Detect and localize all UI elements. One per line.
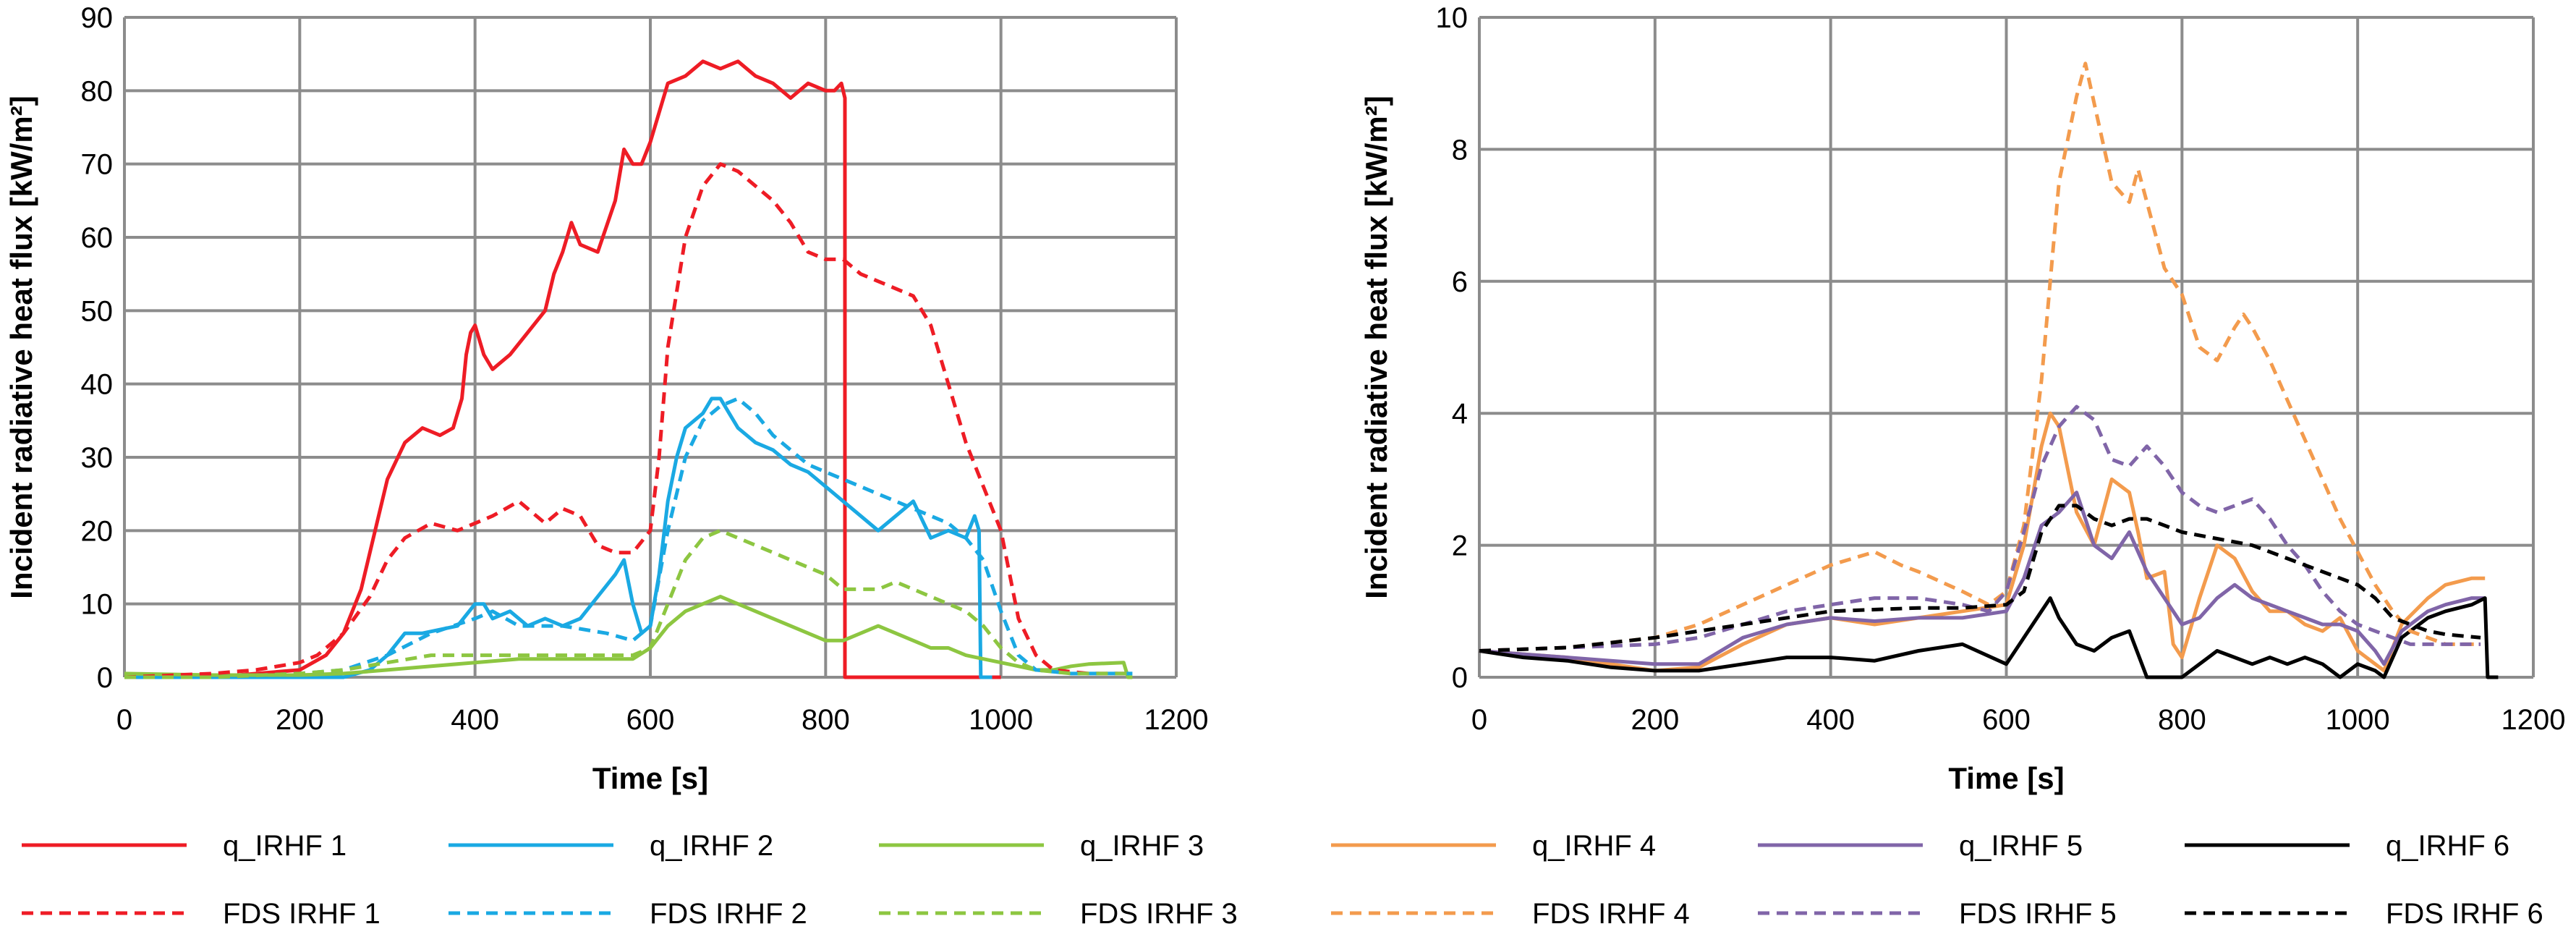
series-line-fds-irhf-1 bbox=[124, 162, 1133, 679]
legend-item: q_IRHF 5 bbox=[1758, 830, 2083, 862]
series-line-q_irhf-6 bbox=[1479, 596, 2499, 679]
series-group bbox=[1479, 62, 2499, 679]
series-line-fds-irhf-2 bbox=[124, 397, 1133, 679]
y-tick-label: 2 bbox=[1452, 530, 1468, 562]
x-tick-label: 1200 bbox=[1144, 704, 1209, 736]
legend-label: q_IRHF 6 bbox=[2386, 830, 2509, 862]
y-tick-label: 6 bbox=[1452, 266, 1468, 298]
legend-label: FDS IRHF 2 bbox=[650, 898, 807, 930]
legend-item: q_IRHF 4 bbox=[1331, 830, 1656, 862]
series-line-fds-irhf-4 bbox=[1479, 62, 2481, 653]
x-tick-label: 1000 bbox=[969, 704, 1033, 736]
grid bbox=[1478, 16, 2535, 679]
legend-label: FDS IRHF 3 bbox=[1080, 898, 1238, 930]
y-axis-title: Incident radiative heat flux [kW/m²] bbox=[1359, 96, 1393, 598]
y-tick-label: 10 bbox=[1436, 2, 1468, 34]
legend-item: FDS IRHF 4 bbox=[1331, 898, 1690, 930]
y-tick-label: 10 bbox=[81, 589, 114, 621]
legend-label: q_IRHF 3 bbox=[1080, 830, 1204, 862]
legend-label: FDS IRHF 6 bbox=[2386, 898, 2543, 930]
x-tick-label: 400 bbox=[451, 704, 499, 736]
legend-item: FDS IRHF 2 bbox=[449, 898, 807, 930]
y-tick-label: 40 bbox=[81, 369, 114, 401]
x-tick-label: 200 bbox=[276, 704, 324, 736]
y-tick-label: 8 bbox=[1452, 134, 1468, 166]
x-tick-label: 400 bbox=[1806, 704, 1855, 736]
legend-label: FDS IRHF 4 bbox=[1532, 898, 1690, 930]
legend-item: FDS IRHF 1 bbox=[22, 898, 381, 930]
x-tick-label: 600 bbox=[1982, 704, 2031, 736]
series-line-q_irhf-1 bbox=[124, 59, 1001, 679]
legend-item: FDS IRHF 6 bbox=[2185, 898, 2543, 930]
legend-item: q_IRHF 1 bbox=[22, 830, 347, 862]
x-tick-label: 1000 bbox=[2326, 704, 2390, 736]
y-tick-label: 50 bbox=[81, 295, 114, 327]
legend-label: q_IRHF 5 bbox=[1959, 830, 2083, 862]
chart-2: 0 200 400 600 800 1000 1200 0 2 4 6 8 10 Time [s] Inci… bbox=[1359, 2, 2565, 795]
x-tick-label: 600 bbox=[626, 704, 675, 736]
legend-label: q_IRHF 2 bbox=[650, 830, 773, 862]
legend-label: q_IRHF 4 bbox=[1532, 830, 1656, 862]
legend-item: q_IRHF 6 bbox=[2185, 830, 2509, 862]
legend: q_IRHF 1 q_IRHF 2 q_IRHF 3 q_IRHF 4 q_IRHF 5… bbox=[22, 830, 2543, 930]
x-tick-label: 200 bbox=[1631, 704, 1679, 736]
series-line-fds-irhf-6 bbox=[1479, 504, 2481, 653]
y-tick-label: 30 bbox=[81, 442, 114, 474]
x-tick-label: 0 bbox=[116, 704, 132, 736]
legend-item: FDS IRHF 3 bbox=[879, 898, 1238, 930]
series-line-fds-irhf-5 bbox=[1479, 404, 2481, 653]
x-tick-label: 800 bbox=[802, 704, 850, 736]
x-axis-title: Time [s] bbox=[1948, 761, 2064, 795]
x-tick-label: 1200 bbox=[2501, 704, 2566, 736]
legend-item: q_IRHF 3 bbox=[879, 830, 1204, 862]
legend-label: FDS IRHF 5 bbox=[1959, 898, 2117, 930]
grid bbox=[123, 16, 1178, 679]
x-tick-label: 800 bbox=[2158, 704, 2206, 736]
series-line-fds-irhf-3 bbox=[124, 528, 1133, 679]
y-tick-label: 70 bbox=[81, 149, 114, 181]
series-group bbox=[124, 59, 1133, 679]
y-axis-title: Incident radiative heat flux [kW/m²] bbox=[4, 96, 38, 598]
y-tick-label: 4 bbox=[1452, 398, 1468, 430]
y-tick-label: 60 bbox=[81, 222, 114, 254]
series-line-q_irhf-2 bbox=[124, 397, 992, 679]
x-tick-label: 0 bbox=[1471, 704, 1487, 736]
y-tick-label: 90 bbox=[81, 2, 114, 34]
legend-label: FDS IRHF 1 bbox=[223, 898, 381, 930]
series-line-q_irhf-4 bbox=[1479, 411, 2486, 673]
y-tick-label: 20 bbox=[81, 515, 114, 547]
y-tick-label: 0 bbox=[97, 662, 113, 694]
y-tick-label: 0 bbox=[1452, 662, 1468, 694]
series-line-q_irhf-5 bbox=[1479, 491, 2486, 666]
legend-item: q_IRHF 2 bbox=[449, 830, 773, 862]
x-axis-title: Time [s] bbox=[592, 761, 708, 795]
legend-item: FDS IRHF 5 bbox=[1758, 898, 2117, 930]
legend-label: q_IRHF 1 bbox=[223, 830, 347, 862]
chart-1: 0 200 400 600 800 1000 1200 0 10 20 30 40 50 60 70 80 90… bbox=[4, 2, 1208, 795]
y-tick-label: 80 bbox=[81, 75, 114, 107]
